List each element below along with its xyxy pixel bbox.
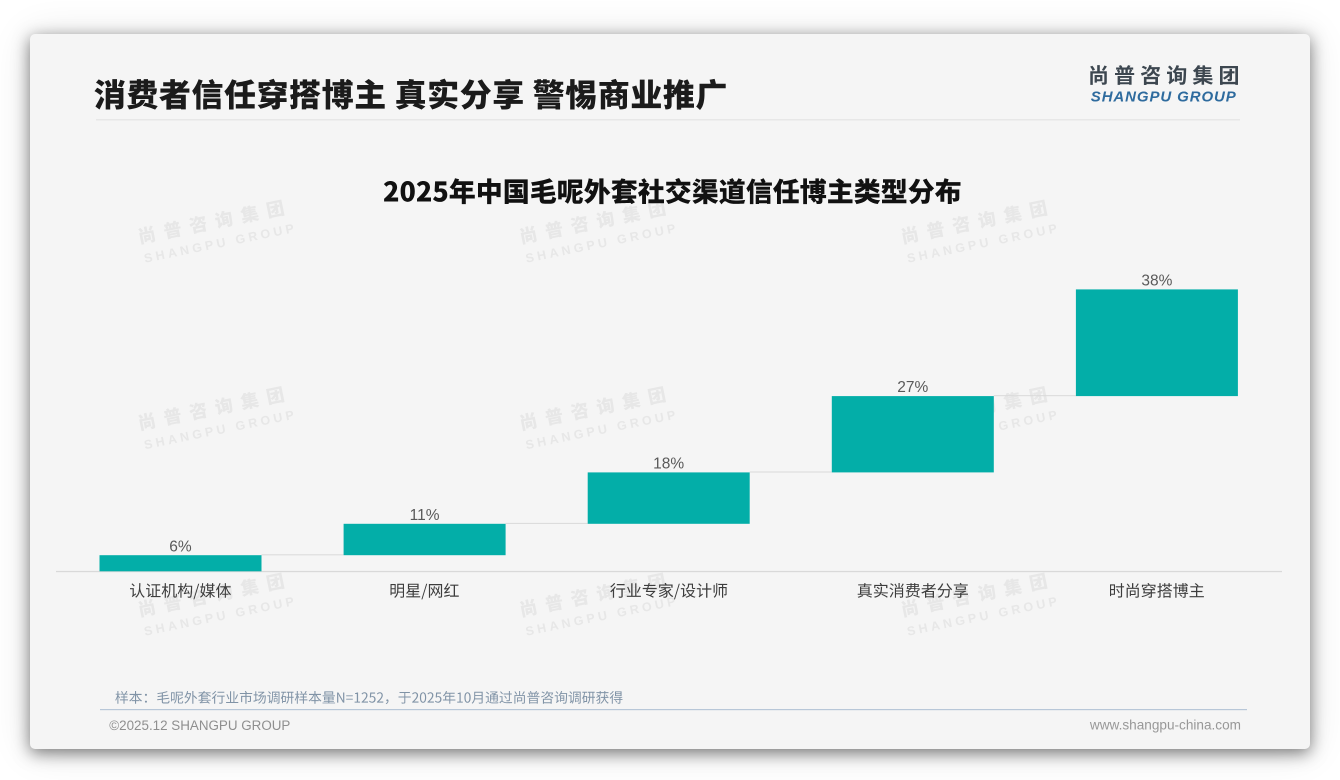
svg-text:SHANGPU GROUP: SHANGPU GROUP [1091, 88, 1237, 105]
svg-text:38%: 38% [1141, 273, 1172, 290]
svg-text:27%: 27% [897, 379, 928, 396]
svg-text:11%: 11% [410, 507, 440, 524]
svg-text:6%: 6% [169, 538, 192, 555]
svg-text:www.shangpu-china.com: www.shangpu-china.com [1089, 718, 1241, 733]
svg-text:18%: 18% [653, 456, 684, 473]
svg-text:©2025.12 SHANGPU GROUP: ©2025.12 SHANGPU GROUP [109, 718, 290, 733]
